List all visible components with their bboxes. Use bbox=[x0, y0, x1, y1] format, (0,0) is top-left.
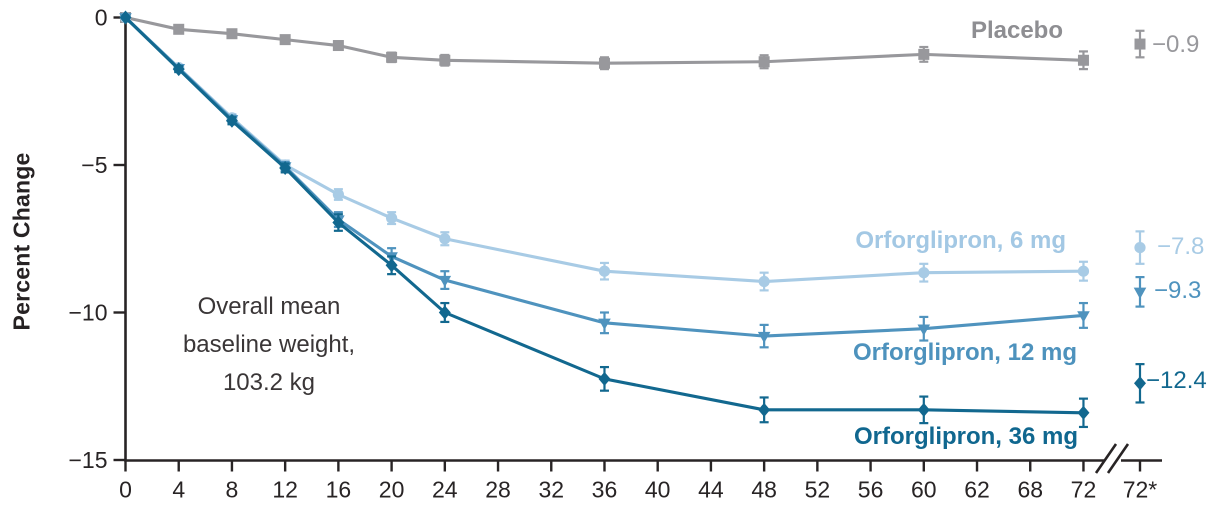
annotation-line-2: baseline weight, bbox=[182, 330, 356, 358]
y-tick-label: 0 bbox=[95, 5, 108, 31]
x-tick-label: 62 bbox=[964, 477, 990, 503]
x-tick-label: 32 bbox=[538, 477, 564, 503]
data-point-marker bbox=[385, 258, 398, 273]
x-tick-label: 28 bbox=[485, 477, 511, 503]
data-point-marker bbox=[1077, 405, 1090, 420]
data-point-marker bbox=[173, 23, 185, 35]
x-tick-label: 44 bbox=[698, 477, 724, 503]
y-tick-label: −5 bbox=[81, 152, 107, 178]
x-tick-label: 72* bbox=[1123, 477, 1158, 503]
data-point-marker bbox=[758, 402, 771, 417]
x-tick-label: 20 bbox=[379, 477, 405, 503]
data-point-marker bbox=[598, 265, 611, 277]
x-tick-label: 60 bbox=[911, 477, 937, 503]
data-point-marker bbox=[226, 28, 238, 40]
data-point-marker bbox=[438, 305, 451, 320]
data-point-marker bbox=[332, 40, 344, 52]
data-point-marker bbox=[917, 402, 930, 417]
x-tick-label: 68 bbox=[1017, 477, 1043, 503]
data-point-marker bbox=[758, 56, 770, 68]
axis-break-mark bbox=[1094, 443, 1118, 474]
data-point-marker bbox=[386, 212, 398, 224]
y-axis-title: Percent Change bbox=[8, 152, 35, 331]
data-point-marker bbox=[757, 331, 771, 344]
data-point-marker bbox=[598, 371, 611, 386]
data-point-marker bbox=[918, 48, 930, 60]
data-point-marker bbox=[332, 215, 345, 230]
y-tick-label: −15 bbox=[68, 447, 107, 473]
final-point-orforglipron-6mg bbox=[1134, 230, 1146, 265]
data-point-marker bbox=[918, 267, 930, 279]
series-placebo bbox=[120, 12, 1089, 71]
series-orforglipron-36mg bbox=[119, 10, 1090, 429]
axis-break-mark bbox=[1106, 443, 1130, 474]
x-tick-label: 52 bbox=[805, 477, 831, 503]
end-value-placebo: −0.9 bbox=[1152, 31, 1200, 58]
end-value-orforglipron-12mg: −9.3 bbox=[1154, 277, 1202, 304]
data-point-marker bbox=[598, 318, 611, 330]
data-point-marker bbox=[917, 324, 931, 336]
final-point-orforglipron-12mg bbox=[1133, 276, 1147, 308]
series-label-orforglipron-36mg: Orforglipron, 36 mg bbox=[853, 423, 1078, 450]
data-point-marker bbox=[439, 54, 451, 66]
data-point-marker bbox=[1134, 242, 1146, 254]
series-label-orforglipron-6mg: Orforglipron, 6 mg bbox=[855, 227, 1066, 254]
x-tick-label: 72 bbox=[1071, 477, 1097, 503]
data-point-marker bbox=[386, 51, 398, 63]
data-point-marker bbox=[598, 57, 610, 69]
end-value-orforglipron-6mg: −7.8 bbox=[1157, 233, 1205, 260]
annotation-line-3: 103.2 kg bbox=[222, 368, 316, 396]
x-tick-label: 8 bbox=[226, 477, 239, 503]
data-point-marker bbox=[1077, 265, 1090, 277]
series-label-placebo: Placebo bbox=[970, 17, 1063, 44]
end-value-orforglipron-36mg: −12.4 bbox=[1146, 367, 1207, 394]
x-tick-label: 48 bbox=[751, 477, 777, 503]
x-tick-label: 16 bbox=[326, 477, 352, 503]
x-tick-label: 36 bbox=[592, 477, 618, 503]
x-tick-label: 24 bbox=[432, 477, 458, 503]
data-point-marker bbox=[172, 62, 185, 77]
data-point-marker bbox=[439, 233, 451, 245]
x-tick-label: 56 bbox=[858, 477, 884, 503]
data-point-marker bbox=[279, 160, 292, 175]
series-label-orforglipron-12mg: Orforglipron, 12 mg bbox=[852, 339, 1077, 366]
x-tick-label: 40 bbox=[645, 477, 671, 503]
annotation-line-1: Overall mean bbox=[197, 293, 341, 320]
data-point-marker bbox=[1134, 38, 1146, 50]
data-point-marker bbox=[225, 113, 238, 128]
data-point-marker bbox=[332, 188, 344, 201]
x-tick-label: 12 bbox=[272, 477, 298, 503]
baseline-weight-annotation: Overall mean baseline weight, 103.2 kg bbox=[148, 288, 390, 402]
y-tick-label: −10 bbox=[68, 300, 107, 326]
final-point-placebo bbox=[1134, 29, 1146, 59]
data-point-marker bbox=[1077, 311, 1090, 323]
final-point-orforglipron-36mg bbox=[1134, 363, 1146, 404]
data-point-marker bbox=[279, 34, 291, 46]
data-point-marker bbox=[1077, 54, 1089, 66]
data-point-marker bbox=[119, 10, 132, 25]
data-point-marker bbox=[1133, 287, 1147, 299]
x-tick-label: 4 bbox=[172, 477, 185, 503]
data-point-marker bbox=[1134, 376, 1146, 391]
x-tick-label: 0 bbox=[119, 477, 132, 503]
data-point-marker bbox=[438, 275, 452, 288]
data-point-marker bbox=[758, 275, 770, 288]
